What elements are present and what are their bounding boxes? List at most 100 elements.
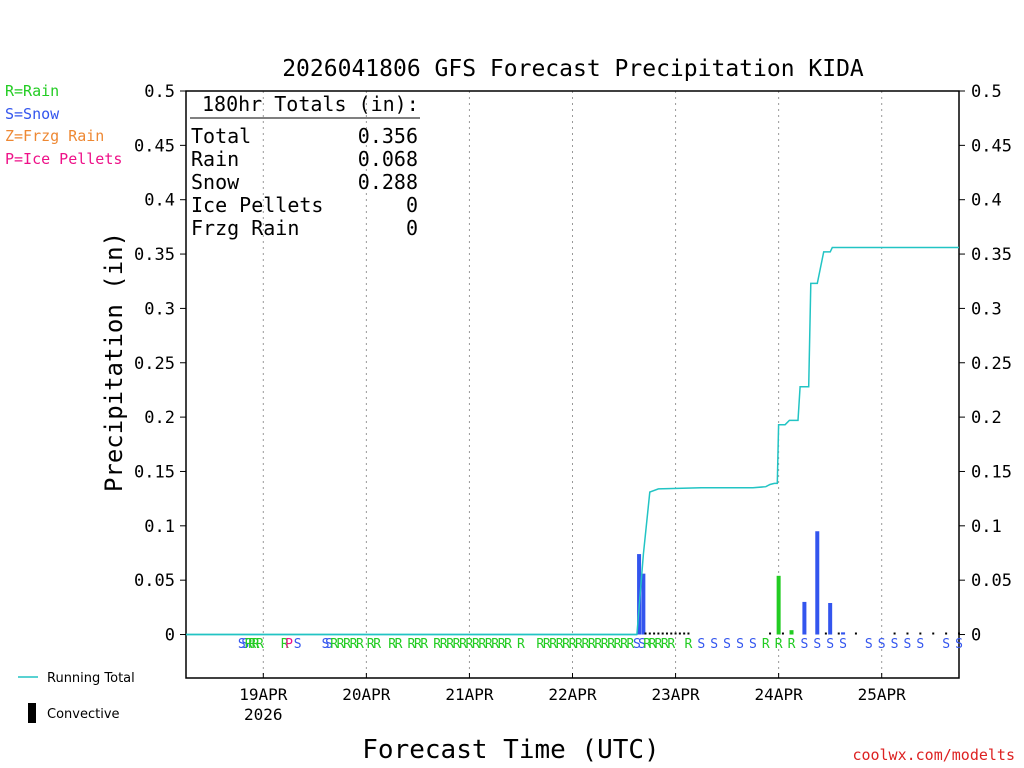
precip-type-marker: S: [322, 637, 330, 652]
precip-type-marker: R: [395, 637, 403, 652]
convective-mark: [837, 632, 840, 635]
precip-bar: [815, 531, 820, 635]
convective-mark: [653, 632, 656, 635]
precip-type-marker: R: [654, 637, 662, 652]
precip-type-marker: S: [839, 637, 847, 652]
precip-type-marker: R: [414, 637, 422, 652]
precip-type-marker: S: [325, 637, 333, 652]
x-tick-sublabel: 2026: [244, 705, 283, 724]
precip-type-marker: R: [248, 637, 256, 652]
legend-top: R=Rain S=Snow Z=Frzg Rain P=Ice Pellets: [5, 82, 122, 168]
precip-type-marker: S: [865, 637, 873, 652]
y-tick-label-right: 0.05: [971, 571, 1012, 591]
credit-text: coolwx.com/modelts: [852, 746, 1015, 764]
convective-mark: [893, 632, 896, 635]
precip-type-marker: R: [343, 637, 351, 652]
precip-type-marker: R: [594, 637, 602, 652]
precip-type-marker: R: [562, 637, 570, 652]
x-tick-label: 19APR: [239, 685, 288, 704]
precip-type-marker: S: [633, 637, 641, 652]
precip-type-marker: R: [367, 637, 375, 652]
convective-mark: [958, 632, 960, 635]
precip-type-marker: S: [710, 637, 718, 652]
convective-mark: [674, 632, 677, 635]
precip-type-marker: R: [256, 637, 264, 652]
precip-type-marker: R: [504, 637, 512, 652]
convective-mark: [648, 632, 651, 635]
convective-mark: [683, 632, 686, 635]
convective-mark: [932, 632, 935, 635]
precip-type-marker: R: [549, 637, 557, 652]
y-tick-label-right: 0.2: [971, 408, 1002, 428]
convective-mark: [670, 632, 673, 635]
precip-type-marker: S: [916, 637, 924, 652]
ice-pellets-total-value: 0: [406, 193, 418, 217]
y-tick-label-right: 0: [971, 626, 981, 646]
precip-type-marker: S: [241, 637, 249, 652]
precip-type-marker: R: [252, 637, 260, 652]
precip-type-marker: R: [356, 637, 364, 652]
y-tick-label-right: 0.35: [971, 245, 1012, 265]
running-total-legend-label: Running Total: [47, 671, 135, 686]
convective-marks: [644, 632, 960, 635]
precip-type-marker: S: [942, 637, 950, 652]
legend-frzg-rain: Z=Frzg Rain: [5, 127, 104, 145]
x-tick-label: 20APR: [342, 685, 391, 704]
precip-type-marker: R: [350, 637, 358, 652]
precip-type-marker: R: [762, 637, 770, 652]
precip-type-marker: R: [472, 637, 480, 652]
precip-type-marker: S: [736, 637, 744, 652]
convective-mark: [824, 632, 827, 635]
y-tick-label-right: 0.5: [971, 82, 1002, 102]
precip-bars: [637, 531, 846, 635]
convective-mark: [854, 632, 857, 635]
y-tick-label-left: 0.15: [134, 462, 175, 482]
precip-type-marker: R: [388, 637, 396, 652]
legend-ice-pellets: P=Ice Pellets: [5, 150, 122, 168]
precip-type-marker: R: [661, 637, 669, 652]
convective-mark: [906, 632, 909, 635]
precip-type-marker: S: [697, 637, 705, 652]
precip-type-marker: R: [667, 637, 675, 652]
precip-type-marker: S: [723, 637, 731, 652]
ice-pellets-total-label: Ice Pellets: [191, 193, 323, 217]
legend-rain: R=Rain: [5, 82, 59, 100]
x-tick-label: 25APR: [858, 685, 907, 704]
precip-type-marker: S: [955, 637, 963, 652]
precip-type-marker: R: [685, 637, 693, 652]
running-total-line: [186, 246, 959, 636]
precip-type-marker: R: [245, 637, 253, 652]
x-tick-label: 22APR: [548, 685, 597, 704]
y-tick-label-right: 0.3: [971, 299, 1002, 319]
precip-type-marker: R: [498, 637, 506, 652]
vertical-gridlines: [262, 91, 883, 678]
precip-type-marker: R: [517, 637, 525, 652]
convective-mark: [687, 632, 690, 635]
y-tick-label-left: 0.05: [134, 571, 175, 591]
precip-bar: [641, 573, 646, 635]
total-label: Total: [191, 124, 251, 148]
precip-type-marker: S: [638, 637, 646, 652]
precip-type-marker: R: [453, 637, 461, 652]
precip-type-marker: R: [648, 637, 656, 652]
convective-mark: [644, 632, 647, 635]
precip-type-marker: R: [607, 637, 615, 652]
precip-type-marker: R: [373, 637, 381, 652]
chart-title: 2026041806 GFS Forecast Precipitation KI…: [282, 56, 864, 82]
y-tick-label-left: 0.1: [144, 517, 175, 537]
x-tick-label: 23APR: [651, 685, 700, 704]
convective-mark: [769, 632, 772, 635]
precip-type-marker: R: [459, 637, 467, 652]
precip-type-marker: R: [556, 637, 564, 652]
precip-bar: [776, 575, 781, 635]
precip-bar: [637, 554, 642, 635]
rain-total-value: 0.068: [358, 147, 418, 171]
precip-bar: [789, 630, 794, 635]
precip-type-marker: S: [904, 637, 912, 652]
y-tick-label-left: 0.45: [134, 136, 175, 156]
y-axis-left: 0 0.05 0.1 0.15 0.2 0.25 0.3 0.35 0.4 0.45 0.5: [134, 82, 186, 646]
precip-type-marker: S: [891, 637, 899, 652]
